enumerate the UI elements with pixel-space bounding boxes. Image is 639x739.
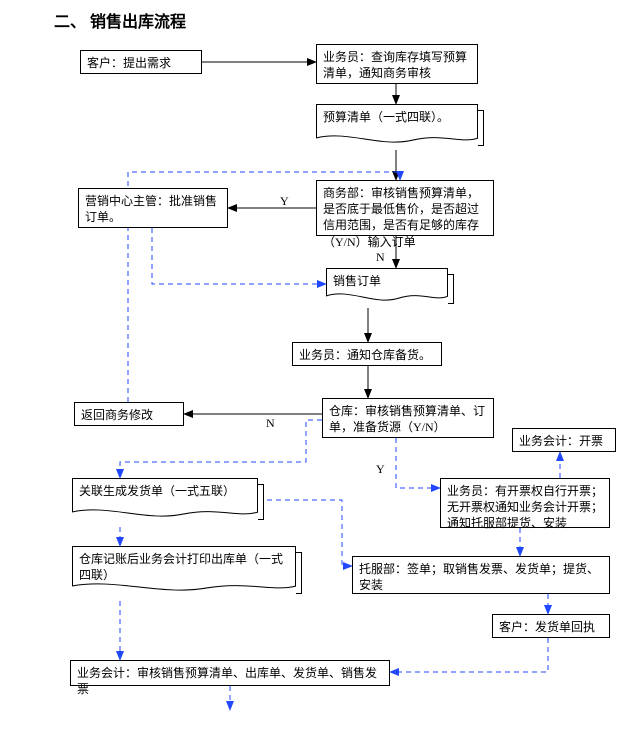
node-acct-invoice: 业务会计：开票 <box>512 428 616 452</box>
edge-label-y1: Y <box>280 194 289 209</box>
diagram-stage: 二、 销售出库流程 客户：提出需求 <box>0 0 639 739</box>
node-mgr-approve: 营销中心主管：批准销售订单。 <box>78 188 228 228</box>
node-customer-need: 客户：提出需求 <box>80 50 202 74</box>
node-wh-post-doc: 仓库记账后业务会计打印出库单（一式四联） <box>72 546 296 598</box>
node-customer-receipt: 客户：发货单回执 <box>492 614 610 638</box>
node-clerk-invoice: 业务员：有开票权自行开票；无开票权通知业务会计开票；通知托服部提货、安装 <box>440 478 610 528</box>
node-acct-audit: 业务会计：审核销售预算清单、出库单、发货单、销售发票 <box>70 660 390 686</box>
edge-label-n1: N <box>376 250 385 265</box>
edge-label-y2: Y <box>376 462 385 477</box>
node-notify-wh: 业务员：通知仓库备货。 <box>292 342 442 366</box>
edge-label-n2: N <box>266 416 275 431</box>
page-title: 二、 销售出库流程 <box>54 8 186 32</box>
node-budget-doc: 预算清单（一式四联）。 <box>316 104 478 150</box>
node-biz-review: 商务部：审核销售预算清单，是否底于最低售价，是否超过信用范围，是否有足够的库存（… <box>316 180 494 236</box>
node-wh-review: 仓库：审核销售预算清单、订单，准备货源（Y/N） <box>322 398 494 438</box>
node-sales-order-doc: 销售订单 <box>326 268 448 308</box>
node-clerk-query: 业务员：查询库存填写预算清单，通知商务审核 <box>316 44 478 84</box>
node-return-biz: 返回商务修改 <box>74 402 184 426</box>
node-tfs-sign: 托服部：签单；取销售发票、发货单；提货、安装 <box>352 556 610 594</box>
node-gen-ship-doc: 关联生成发货单（一式五联） <box>72 478 258 524</box>
